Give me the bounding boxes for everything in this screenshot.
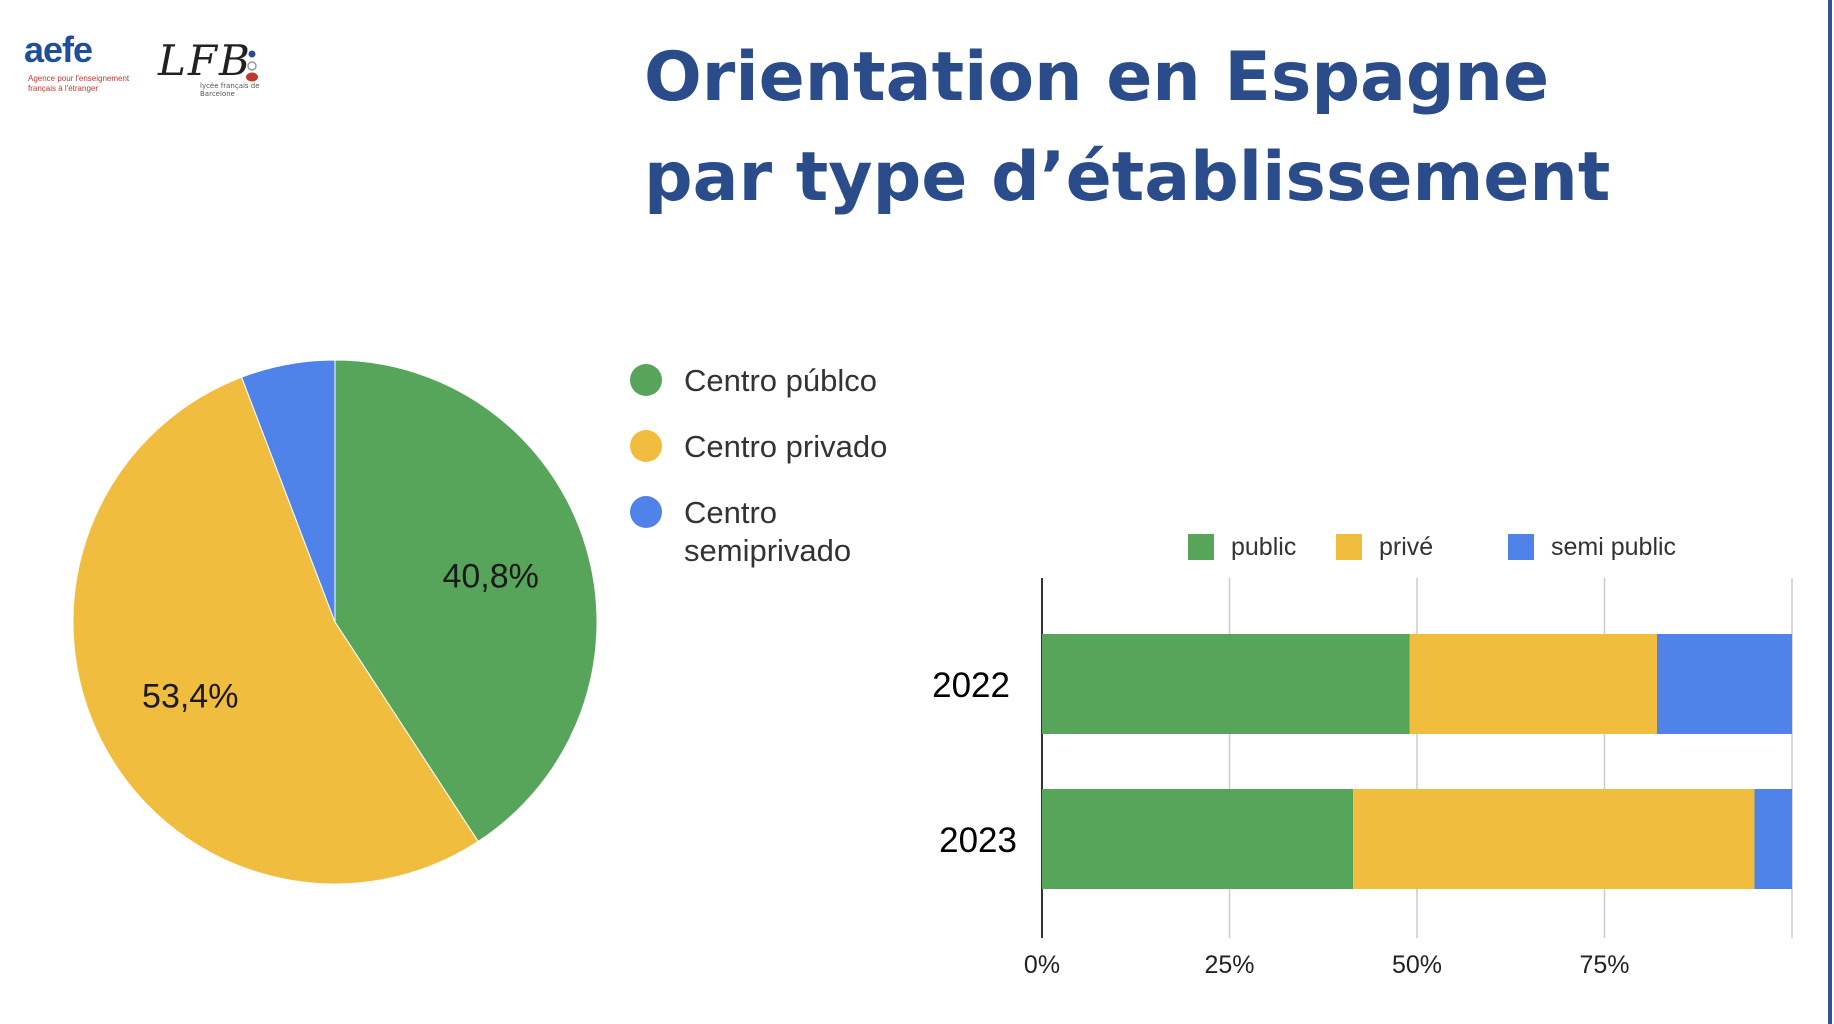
pie-slice-1 [334, 359, 598, 843]
bar-segment-2022-2 [1409, 634, 1657, 734]
bar-segment-2023-2 [1353, 789, 1755, 889]
aefe-logo-tagline: Agence pour l'enseignement français à l'… [28, 74, 130, 93]
pie-slice-label-2: 53,4% [142, 678, 238, 716]
bar-category-label-2022: 2022 [932, 666, 1010, 705]
bar-category-label-2023: 2023 [939, 821, 1017, 860]
bar-x-tick-label-75: 75% [1579, 951, 1629, 979]
bar-x-tick-label-50: 50% [1392, 951, 1442, 979]
bar-x-tick-label-0: 0% [1024, 951, 1060, 979]
pie-legend-label-2: Centro privado [684, 429, 887, 464]
page-title: Orientation en Espagne par type d’établi… [644, 28, 1744, 228]
bar-segment-2022-1 [1042, 634, 1410, 734]
bar-x-tick-label-25: 25% [1204, 951, 1254, 979]
bar-legend-swatch-2 [1336, 534, 1362, 560]
stacked-bar-chart: 0% 25% 50% 75% 2022 2023 public privé semi publi… [932, 533, 1793, 979]
bar-legend-label-2: privé [1379, 533, 1433, 561]
aefe-logo-word: aefe [24, 29, 93, 70]
lfb-logo-mark-icon [246, 50, 258, 82]
pie-legend-swatch-1 [630, 364, 662, 396]
page-title-line-1: Orientation en Espagne [644, 38, 1550, 117]
pie-chart: 40,8% 53,4% Centro públco Centro privado Cen… [72, 359, 887, 885]
pie-slice-2 [72, 376, 479, 885]
lfb-logo: LFB lycée français de Barcelone [158, 36, 268, 99]
slide-edge-rule [1828, 0, 1832, 1024]
bar-segment-2022-3 [1657, 634, 1792, 734]
bar-segment-2023-1 [1042, 789, 1354, 889]
bar-legend-swatch-3 [1508, 534, 1534, 560]
pie-legend-swatch-3 [630, 496, 662, 528]
aefe-logo: aefe Agence pour l'enseignement français… [24, 30, 134, 105]
bar-segment-2023-3 [1754, 789, 1792, 889]
bar-legend-label-1: public [1231, 533, 1296, 561]
lfb-logo-tagline: lycée français de Barcelone [200, 82, 260, 98]
pie-slice-3 [240, 359, 336, 623]
pie-legend-label-3-line-2: semiprivado [684, 533, 851, 568]
page-title-line-2: par type d’établissement [644, 138, 1611, 217]
bar-legend-swatch-1 [1188, 534, 1214, 560]
lfb-logo-word: LFB [158, 36, 252, 85]
bar-legend-label-3: semi public [1551, 533, 1676, 561]
pie-legend-label-3-line-1: Centro [684, 495, 777, 530]
pie-slice-label-1: 40,8% [442, 558, 538, 596]
pie-legend-swatch-2 [630, 430, 662, 462]
pie-legend-label-1: Centro públco [684, 363, 877, 398]
